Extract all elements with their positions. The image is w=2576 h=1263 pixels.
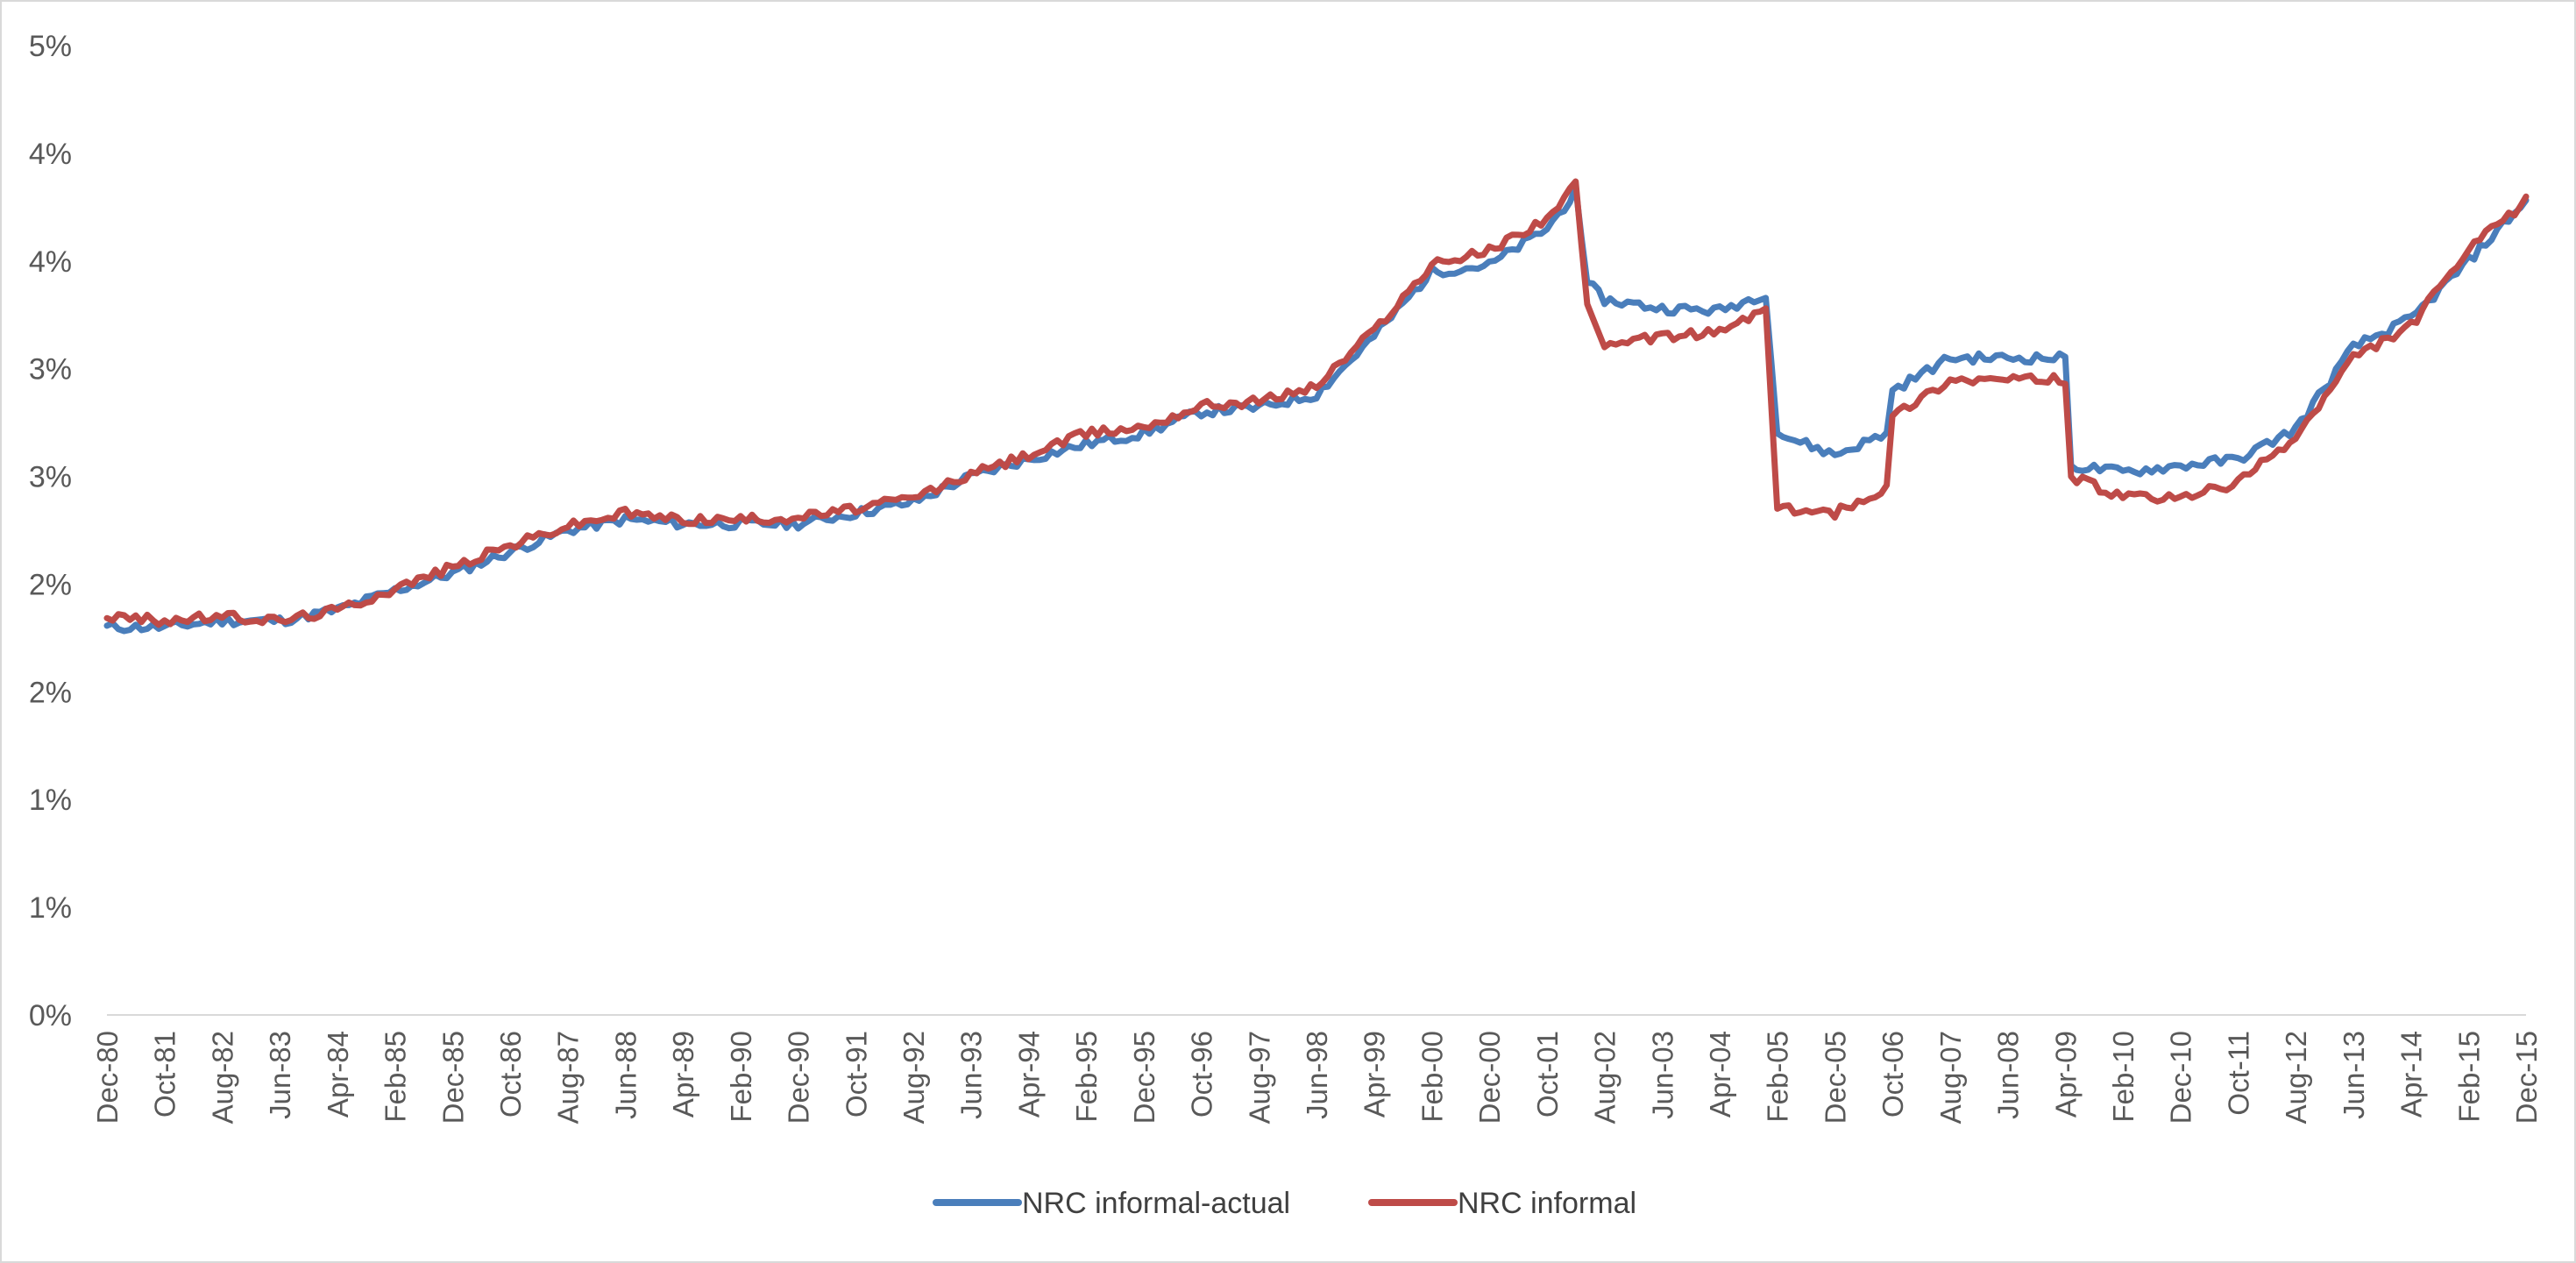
x-tick-label: Oct-91: [840, 1031, 872, 1118]
series-layer: [103, 178, 2530, 635]
x-tick-label: Oct-96: [1186, 1031, 1218, 1118]
y-axis-tick-labels: 0% 1% 1% 2% 2% 3% 3% 4% 4% 5%: [29, 30, 72, 1032]
y-tick-label: 5%: [29, 30, 72, 63]
x-tick-label: Aug-82: [206, 1031, 238, 1124]
x-tick-label: Jun-93: [955, 1031, 988, 1119]
x-tick-label: Feb-00: [1416, 1031, 1448, 1123]
x-tick-label: Apr-99: [1359, 1031, 1391, 1118]
x-tick-label: Dec-85: [436, 1031, 469, 1124]
x-tick-label: Feb-15: [2452, 1031, 2485, 1123]
x-tick-label: Aug-97: [1243, 1031, 1275, 1124]
x-tick-label: Oct-81: [149, 1031, 181, 1118]
x-tick-label: Jun-08: [1992, 1031, 2025, 1119]
x-tick-label: Aug-02: [1589, 1031, 1622, 1124]
x-tick-label: Jun-13: [2338, 1031, 2370, 1119]
x-tick-label: Aug-07: [1934, 1031, 1967, 1124]
x-tick-label: Dec-05: [1819, 1031, 1851, 1124]
y-tick-label: 2%: [29, 676, 72, 709]
x-tick-label: Apr-89: [667, 1031, 699, 1118]
x-tick-label: Dec-90: [783, 1031, 815, 1124]
x-tick-label: Apr-04: [1704, 1031, 1736, 1118]
x-tick-label: Jun-83: [264, 1031, 296, 1119]
legend-label: NRC informal-actual: [1022, 1187, 1290, 1220]
series-line-nrc-informal: [103, 178, 2530, 628]
x-tick-label: Oct-06: [1877, 1031, 1909, 1118]
y-tick-label: 3%: [29, 461, 72, 494]
y-tick-label: 4%: [29, 138, 72, 171]
x-tick-label: Jun-03: [1646, 1031, 1678, 1119]
x-tick-label: Oct-11: [2222, 1031, 2254, 1116]
x-tick-label: Dec-00: [1473, 1031, 1506, 1124]
x-tick-label: Dec-80: [91, 1031, 124, 1124]
legend-label: NRC informal: [1458, 1187, 1636, 1220]
legend: NRC informal-actual NRC informal: [933, 1187, 1636, 1220]
x-tick-label: Jun-88: [609, 1031, 642, 1119]
y-tick-label: 1%: [29, 784, 72, 817]
y-tick-label: 4%: [29, 245, 72, 279]
x-tick-label: Apr-84: [322, 1031, 354, 1118]
x-tick-label: Apr-94: [1012, 1031, 1045, 1118]
x-tick-label: Feb-95: [1070, 1031, 1103, 1123]
x-tick-label: Dec-10: [2165, 1031, 2197, 1124]
y-tick-label: 2%: [29, 568, 72, 601]
y-tick-label: 1%: [29, 891, 72, 925]
x-tick-label: Aug-87: [552, 1031, 585, 1124]
x-tick-label: Feb-90: [725, 1031, 757, 1123]
x-axis: Dec-80 Oct-81 Aug-82 Jun-83 Apr-84 Feb-85 Dec-…: [91, 1014, 2543, 1124]
x-tick-label: Oct-01: [1531, 1031, 1564, 1118]
y-tick-label: 0%: [29, 999, 72, 1032]
x-tick-label: Aug-12: [2280, 1031, 2312, 1124]
x-tick-label: Feb-05: [1762, 1031, 1794, 1123]
y-tick-label: 3%: [29, 353, 72, 387]
x-tick-label: Aug-92: [898, 1031, 930, 1124]
x-tick-label: Jun-98: [1301, 1031, 1333, 1119]
x-tick-label: Dec-15: [2510, 1031, 2543, 1124]
x-tick-label: Feb-85: [380, 1031, 412, 1123]
x-tick-label: Feb-10: [2107, 1031, 2140, 1123]
x-tick-label: Oct-86: [494, 1031, 527, 1118]
x-tick-label: Dec-95: [1128, 1031, 1160, 1124]
x-tick-label: Apr-09: [2049, 1031, 2082, 1118]
x-tick-label: Apr-14: [2395, 1031, 2428, 1118]
series-line-nrc-informal-actual: [103, 184, 2530, 635]
